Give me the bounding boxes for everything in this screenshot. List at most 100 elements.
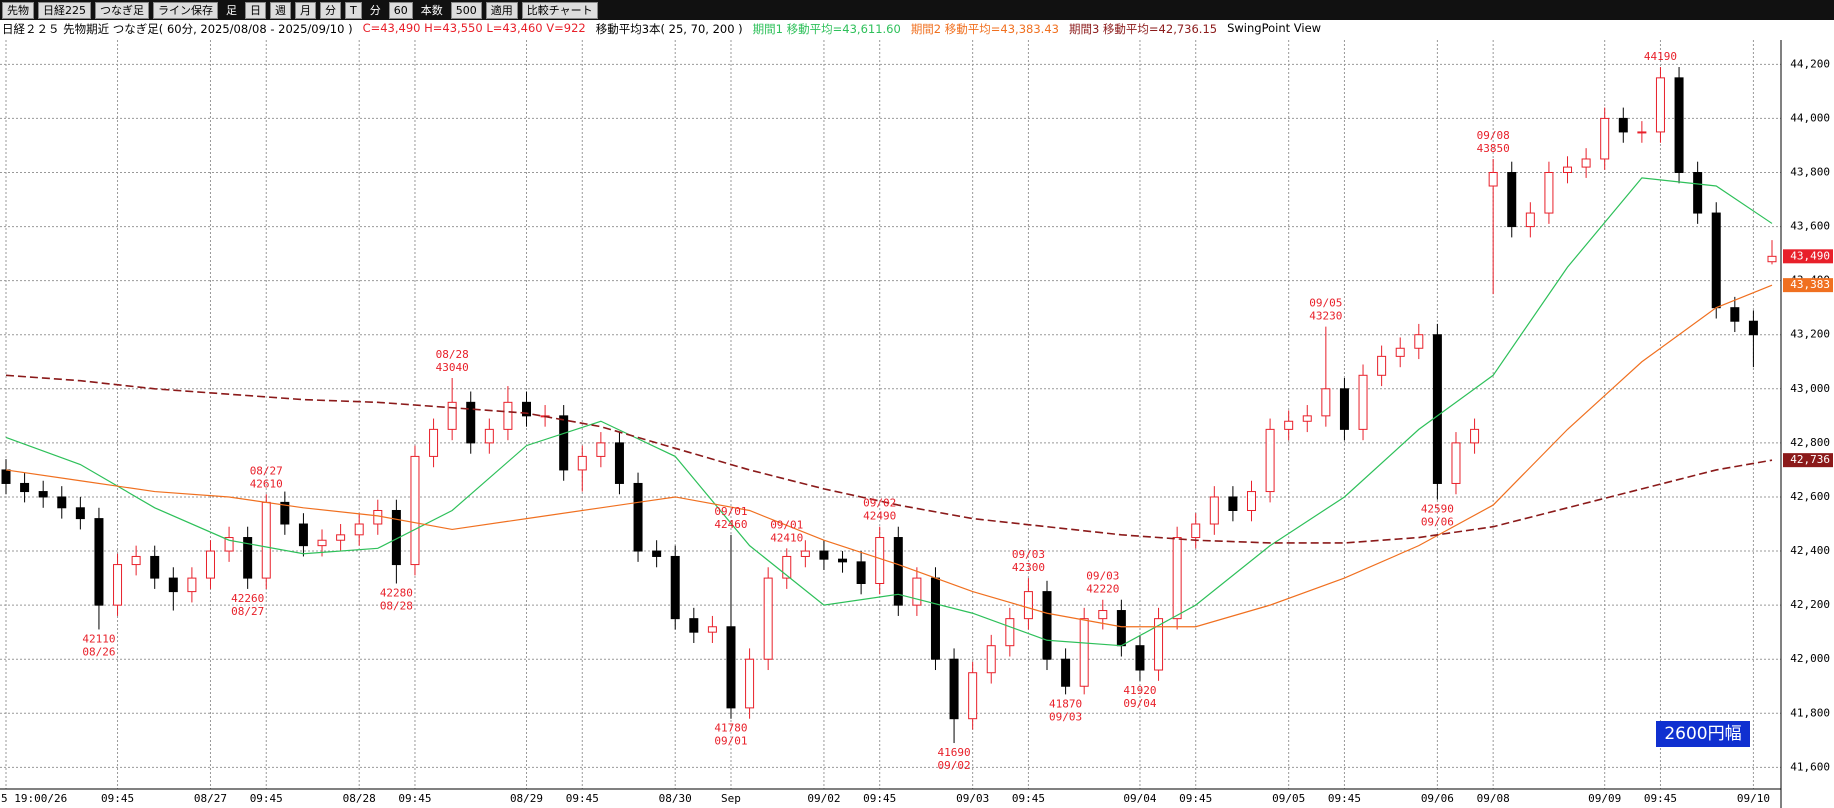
candle-body: [1023, 591, 1033, 620]
candle-body: [410, 455, 420, 566]
price-tag-label: 43,383: [1790, 278, 1830, 291]
swing-price: 42280: [380, 586, 413, 599]
candle-body: [875, 537, 885, 584]
candle-body: [1618, 117, 1628, 133]
candle-body: [1228, 496, 1238, 511]
candle-body: [1191, 523, 1201, 539]
toolbar-control[interactable]: 週: [270, 1, 291, 19]
candle-body: [1693, 171, 1703, 214]
candle-body: [893, 537, 903, 606]
swing-date: 09/08: [1477, 129, 1510, 142]
swing-date: 09/02: [863, 497, 896, 510]
toolbar-control[interactable]: 日経225: [38, 1, 91, 19]
candle-body: [1358, 374, 1368, 430]
x-tick-label: 09:45: [398, 792, 431, 805]
candle-body: [150, 555, 160, 579]
candle-body: [1748, 320, 1758, 336]
candle-body: [856, 561, 866, 584]
candle-body: [447, 401, 457, 430]
candle-body: [484, 428, 494, 444]
toolbar-control[interactable]: ライン保存: [153, 1, 218, 19]
toolbar-control[interactable]: 月: [295, 1, 316, 19]
x-tick-label: 08/27: [194, 792, 227, 805]
toolbar-control[interactable]: 分: [320, 1, 341, 19]
candle-body: [1135, 645, 1145, 671]
price-tag-label: 43,490: [1790, 249, 1830, 262]
candle-body: [1600, 117, 1610, 160]
candle-body: [726, 626, 736, 709]
candle-body: [1098, 610, 1108, 620]
candle-body: [1525, 212, 1535, 228]
toolbar-control[interactable]: 日: [245, 1, 266, 19]
y-tick-label: 43,600: [1790, 220, 1830, 233]
candle-body: [1154, 618, 1164, 671]
x-tick-label: 09/06: [1421, 792, 1454, 805]
candle-body: [1488, 171, 1498, 187]
toolbar-control[interactable]: T: [345, 1, 362, 19]
candle-body: [1395, 347, 1405, 357]
candle-body: [224, 537, 234, 552]
candle-body: [38, 491, 48, 498]
candle-body: [1, 469, 11, 484]
candle-body: [354, 523, 364, 536]
y-tick-label: 42,600: [1790, 490, 1830, 503]
candle-body: [745, 658, 755, 709]
x-tick-label: 09:45: [1012, 792, 1045, 805]
toolbar-control[interactable]: 60: [388, 1, 413, 19]
candle-body: [1321, 388, 1331, 417]
toolbar-control[interactable]: つなぎ足: [95, 1, 149, 19]
x-tick-label: 09/05: [1272, 792, 1305, 805]
swing-date: 08/27: [231, 605, 264, 618]
swing-price: 42490: [863, 510, 896, 523]
swing-price: 44190: [1644, 50, 1677, 63]
toolbar-control[interactable]: 比較チャート: [521, 1, 598, 19]
candle-body: [930, 577, 940, 660]
candle-body: [1284, 420, 1294, 430]
x-tick-label: 09/10: [1737, 792, 1770, 805]
toolbar: 先物 日経225 つなぎ足 ライン保存足日週月分 T 分 60 本数 500 適用 比較チャート: [0, 0, 1834, 20]
candle-body: [113, 564, 123, 606]
swing-date: 08/27: [250, 464, 283, 477]
toolbar-control[interactable]: 適用: [485, 1, 518, 19]
y-tick-label: 43,000: [1790, 382, 1830, 395]
toolbar-control[interactable]: 500: [450, 1, 482, 19]
candle-body: [373, 509, 383, 525]
candle-body: [1079, 618, 1089, 687]
candle-body: [838, 558, 848, 563]
candle-body: [652, 550, 662, 557]
x-tick-label: 09:45: [863, 792, 896, 805]
candle-body: [1563, 166, 1573, 173]
y-tick-label: 44,000: [1790, 111, 1830, 124]
candle-body: [243, 537, 253, 579]
swing-price: 43230: [1309, 310, 1342, 323]
swing-date: 09/01: [770, 518, 803, 531]
swing-price: 42460: [714, 518, 747, 531]
candle-body: [782, 555, 792, 579]
candle-body: [261, 501, 271, 579]
candle-body: [1470, 428, 1480, 444]
candle-body: [968, 672, 978, 720]
candle-body: [1730, 307, 1740, 322]
swing-price: 42220: [1086, 583, 1119, 596]
swing-price: 43850: [1477, 142, 1510, 155]
swing-date: 09/03: [1012, 548, 1045, 561]
candle-body: [1451, 442, 1461, 484]
candle-body: [1655, 77, 1665, 133]
candle-body: [1544, 171, 1554, 214]
candle-body: [391, 509, 401, 566]
candle-body: [1339, 388, 1349, 430]
candle-body: [317, 539, 327, 547]
candle-body: [1265, 428, 1275, 493]
plot-area: [0, 40, 1781, 789]
swing-date: 08/26: [82, 645, 115, 658]
swing-date: 08/28: [380, 599, 413, 612]
toolbar-control[interactable]: 先物: [2, 1, 34, 19]
